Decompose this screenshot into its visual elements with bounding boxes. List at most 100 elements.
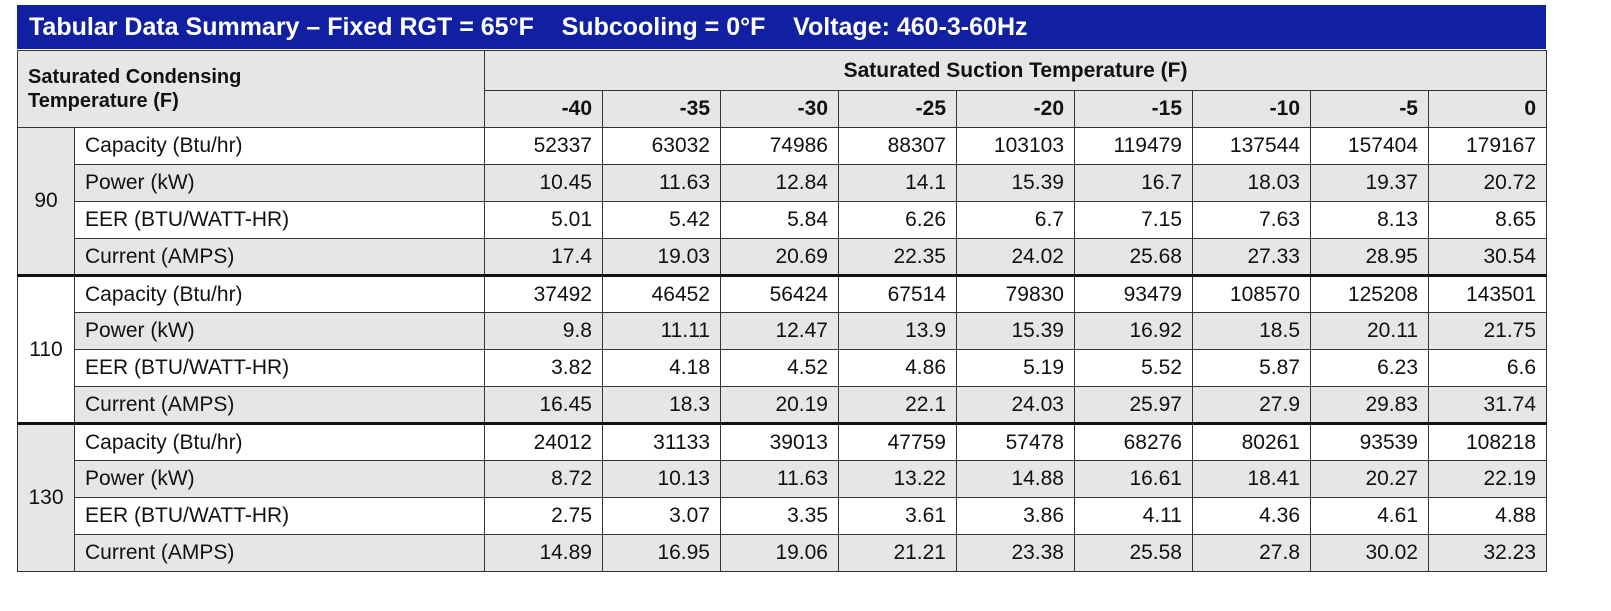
value-cell: 18.5 bbox=[1192, 312, 1311, 350]
row-label: EER (BTU/WATT-HR) bbox=[74, 497, 485, 535]
value-cell: 67514 bbox=[838, 274, 957, 313]
value-cell: 20.72 bbox=[1427, 164, 1548, 202]
value-cell: 20.19 bbox=[720, 386, 839, 424]
value-cell: 108218 bbox=[1427, 422, 1548, 461]
value-cell: 6.7 bbox=[956, 201, 1075, 239]
value-cell: 6.26 bbox=[838, 201, 957, 239]
value-cell: 93539 bbox=[1310, 422, 1429, 461]
row-label: Power (kW) bbox=[74, 164, 485, 202]
data-row: Power (kW) 10.45 11.63 12.84 14.1 15.39 16.7 18… bbox=[18, 164, 1548, 202]
value-cell: 27.9 bbox=[1192, 386, 1311, 424]
corner-header: Saturated Condensing Temperature (F) bbox=[17, 50, 485, 128]
value-cell: 25.58 bbox=[1074, 534, 1193, 572]
data-row: Power (kW) 8.72 10.13 11.63 13.22 14.88 16.61 1… bbox=[18, 460, 1548, 498]
value-cell: 24.02 bbox=[956, 238, 1075, 276]
column-header: -5 bbox=[1310, 90, 1429, 128]
value-cell: 10.13 bbox=[602, 460, 721, 498]
value-cell: 21.21 bbox=[838, 534, 957, 572]
row-label: Current (AMPS) bbox=[74, 534, 485, 572]
header-row: -40 -35 -30 -25 -20 -15 -10 -5 0 bbox=[18, 90, 1548, 128]
value-cell: 24012 bbox=[484, 422, 603, 461]
value-cell: 137544 bbox=[1192, 127, 1311, 165]
value-cell: 3.35 bbox=[720, 497, 839, 535]
column-header: -15 bbox=[1074, 90, 1193, 128]
value-cell: 19.03 bbox=[602, 238, 721, 276]
value-cell: 8.65 bbox=[1427, 201, 1548, 239]
value-cell: 5.52 bbox=[1074, 349, 1193, 387]
corner-label: Saturated Condensing Temperature (F) bbox=[28, 66, 242, 112]
data-row: Current (AMPS) 14.89 16.95 19.06 21.21 23.38 2… bbox=[18, 534, 1548, 572]
value-cell: 4.11 bbox=[1074, 497, 1193, 535]
value-cell: 16.45 bbox=[484, 386, 603, 424]
value-cell: 4.52 bbox=[720, 349, 839, 387]
value-cell: 22.19 bbox=[1427, 460, 1548, 498]
value-cell: 15.39 bbox=[956, 312, 1075, 350]
value-cell: 5.19 bbox=[956, 349, 1075, 387]
value-cell: 57478 bbox=[956, 422, 1075, 461]
value-cell: 125208 bbox=[1310, 274, 1429, 313]
value-cell: 9.8 bbox=[484, 312, 603, 350]
column-header: -40 bbox=[484, 90, 603, 128]
value-cell: 3.82 bbox=[484, 349, 603, 387]
column-header: -30 bbox=[720, 90, 839, 128]
value-cell: 143501 bbox=[1427, 274, 1548, 313]
group-label: 130 bbox=[17, 422, 75, 572]
row-label: EER (BTU/WATT-HR) bbox=[74, 201, 485, 239]
value-cell: 25.68 bbox=[1074, 238, 1193, 276]
group-label: 110 bbox=[17, 274, 75, 424]
value-cell: 28.95 bbox=[1310, 238, 1429, 276]
value-cell: 11.63 bbox=[720, 460, 839, 498]
value-cell: 6.23 bbox=[1310, 349, 1429, 387]
title-bar: Tabular Data Summary – Fixed RGT = 65°F … bbox=[17, 5, 1546, 49]
value-cell: 4.86 bbox=[838, 349, 957, 387]
data-row: 130 Capacity (Btu/hr) 24012 31133 39013 47759… bbox=[17, 422, 1548, 572]
value-cell: 13.9 bbox=[838, 312, 957, 350]
data-row: Power (kW) 9.8 11.11 12.47 13.9 15.39 16.92 18.… bbox=[18, 312, 1548, 350]
value-cell: 4.36 bbox=[1192, 497, 1311, 535]
value-cell: 39013 bbox=[720, 422, 839, 461]
value-cell: 52337 bbox=[484, 127, 603, 165]
value-cell: 19.06 bbox=[720, 534, 839, 572]
value-cell: 119479 bbox=[1074, 127, 1193, 165]
value-cell: 23.38 bbox=[956, 534, 1075, 572]
value-cell: 79830 bbox=[956, 274, 1075, 313]
value-cell: 10.45 bbox=[484, 164, 603, 202]
value-cell: 3.61 bbox=[838, 497, 957, 535]
row-label: EER (BTU/WATT-HR) bbox=[74, 349, 485, 387]
value-cell: 8.13 bbox=[1310, 201, 1429, 239]
data-row: 90 Capacity (Btu/hr) 52337 63032 74986 88307 1… bbox=[17, 127, 1548, 276]
value-cell: 4.18 bbox=[602, 349, 721, 387]
value-cell: 56424 bbox=[720, 274, 839, 313]
value-cell: 7.15 bbox=[1074, 201, 1193, 239]
value-cell: 8.72 bbox=[484, 460, 603, 498]
value-cell: 47759 bbox=[838, 422, 957, 461]
value-cell: 4.88 bbox=[1427, 497, 1548, 535]
value-cell: 5.87 bbox=[1192, 349, 1311, 387]
value-cell: 88307 bbox=[838, 127, 957, 165]
value-cell: 16.95 bbox=[602, 534, 721, 572]
value-cell: 80261 bbox=[1192, 422, 1311, 461]
value-cell: 15.39 bbox=[956, 164, 1075, 202]
value-cell: 29.83 bbox=[1310, 386, 1429, 424]
row-label: Current (AMPS) bbox=[74, 238, 485, 276]
value-cell: 22.35 bbox=[838, 238, 957, 276]
summary-table: Saturated Condensing Temperature (F) Satu… bbox=[17, 50, 1548, 572]
value-cell: 30.02 bbox=[1310, 534, 1429, 572]
value-cell: 63032 bbox=[602, 127, 721, 165]
value-cell: 68276 bbox=[1074, 422, 1193, 461]
value-cell: 18.03 bbox=[1192, 164, 1311, 202]
value-cell: 14.88 bbox=[956, 460, 1075, 498]
value-cell: 27.33 bbox=[1192, 238, 1311, 276]
value-cell: 3.86 bbox=[956, 497, 1075, 535]
column-header: -25 bbox=[838, 90, 957, 128]
column-header: 0 bbox=[1427, 90, 1548, 128]
value-cell: 5.84 bbox=[720, 201, 839, 239]
value-cell: 14.1 bbox=[838, 164, 957, 202]
row-label: Power (kW) bbox=[74, 312, 485, 350]
value-cell: 16.61 bbox=[1074, 460, 1193, 498]
data-row: EER (BTU/WATT-HR) 2.75 3.07 3.35 3.61 3.86 4.1… bbox=[18, 497, 1548, 535]
value-cell: 2.75 bbox=[484, 497, 603, 535]
row-label: Capacity (Btu/hr) bbox=[74, 274, 485, 313]
value-cell: 11.63 bbox=[602, 164, 721, 202]
value-cell: 16.7 bbox=[1074, 164, 1193, 202]
